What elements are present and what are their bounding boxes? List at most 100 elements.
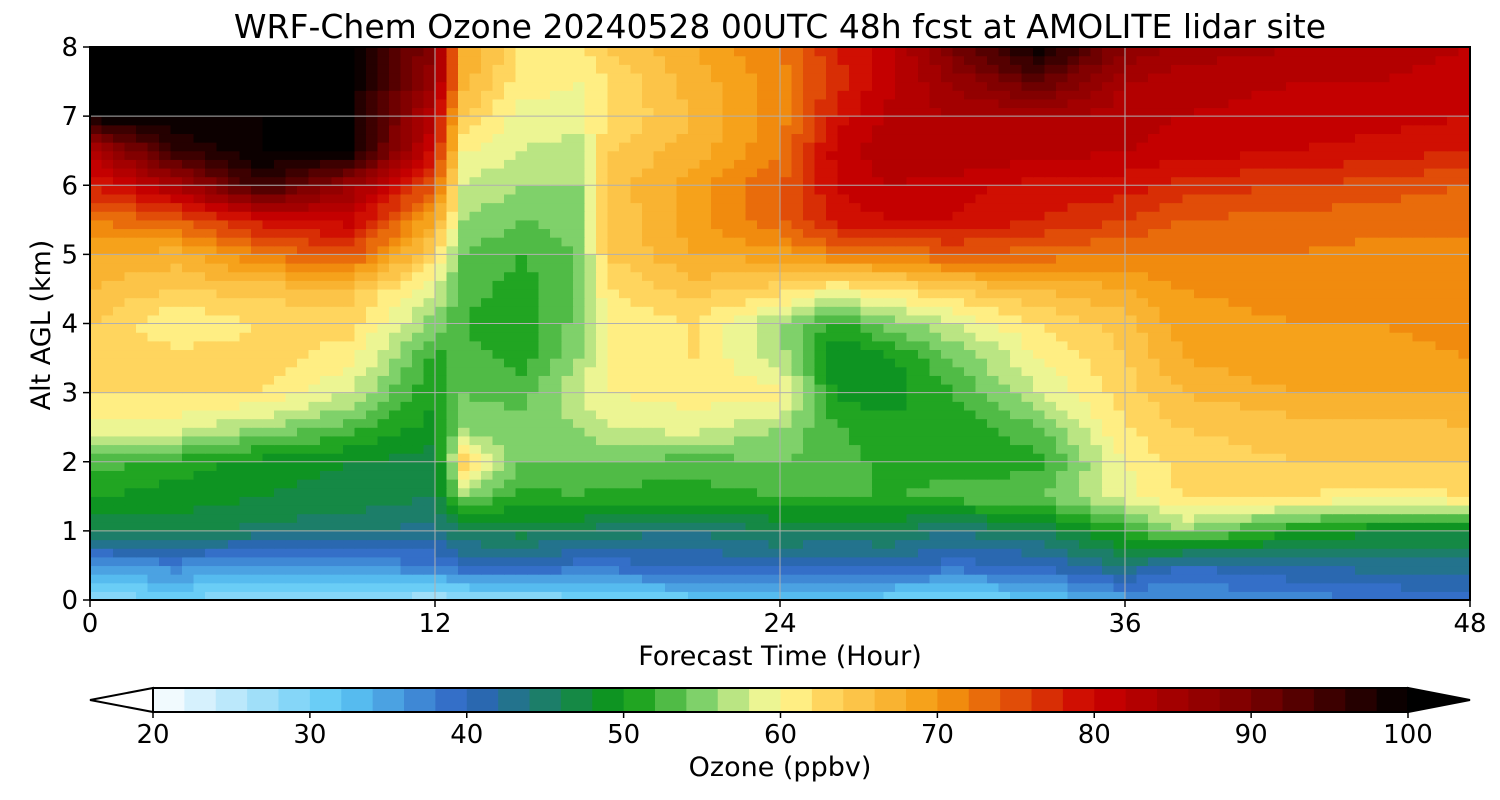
contour-cell bbox=[1458, 548, 1470, 558]
contour-cell bbox=[285, 288, 298, 299]
contour-cell bbox=[205, 418, 218, 428]
contour-cell bbox=[343, 418, 356, 428]
contour-cell bbox=[469, 574, 482, 584]
contour-cell bbox=[331, 366, 344, 376]
contour-cell bbox=[504, 392, 517, 402]
contour-cell bbox=[1205, 263, 1218, 273]
contour-cell bbox=[1424, 461, 1437, 471]
contour-cell bbox=[998, 565, 1011, 575]
contour-cell bbox=[573, 314, 586, 325]
contour-cell bbox=[550, 565, 563, 575]
contour-cell bbox=[1424, 375, 1437, 385]
contour-cell bbox=[354, 332, 367, 342]
contour-cell bbox=[412, 323, 425, 333]
contour-cell bbox=[688, 444, 701, 454]
contour-cell bbox=[596, 453, 609, 463]
contour-cell bbox=[343, 392, 356, 402]
contour-cell bbox=[1171, 487, 1184, 497]
contour-cell bbox=[630, 349, 643, 359]
contour-cell bbox=[711, 591, 724, 600]
contour-cell bbox=[124, 254, 137, 264]
contour-cell bbox=[1159, 582, 1172, 592]
contour-cell bbox=[435, 548, 448, 558]
contour-cell bbox=[964, 323, 977, 333]
contour-cell bbox=[688, 323, 701, 333]
contour-cell bbox=[964, 548, 977, 558]
contour-cell bbox=[170, 340, 183, 351]
contour-cell bbox=[458, 237, 471, 247]
contour-cell bbox=[1286, 487, 1299, 497]
contour-cell bbox=[538, 245, 551, 255]
contour-cell bbox=[1217, 427, 1230, 437]
contour-cell bbox=[1274, 479, 1287, 489]
contour-cell bbox=[975, 306, 988, 316]
contour-cell bbox=[170, 245, 183, 255]
contour-cell bbox=[90, 513, 103, 523]
contour-cell bbox=[998, 453, 1011, 463]
contour-cell bbox=[1355, 513, 1368, 523]
contour-cell bbox=[504, 401, 517, 411]
contour-cell bbox=[952, 418, 965, 428]
contour-cell bbox=[895, 340, 908, 351]
contour-cell bbox=[642, 358, 655, 368]
contour-cell bbox=[320, 418, 333, 428]
contour-cell bbox=[1148, 392, 1161, 402]
contour-cell bbox=[1240, 504, 1253, 515]
contour-cell bbox=[998, 245, 1011, 255]
contour-cell bbox=[630, 392, 643, 402]
contour-cell bbox=[343, 565, 356, 575]
contour-cell bbox=[619, 271, 632, 281]
contour-cell bbox=[251, 375, 264, 385]
contour-cell bbox=[676, 591, 689, 600]
contour-cell bbox=[170, 470, 183, 480]
contour-cell bbox=[423, 340, 436, 351]
contour-cell bbox=[1378, 409, 1391, 420]
contour-cell bbox=[389, 237, 402, 247]
contour-cell bbox=[170, 479, 183, 489]
contour-cell bbox=[952, 254, 965, 264]
contour-cell bbox=[193, 280, 206, 290]
contour-cell bbox=[170, 392, 183, 402]
contour-cell bbox=[1194, 470, 1207, 480]
contour-cell bbox=[481, 504, 494, 515]
contour-cell bbox=[1125, 392, 1138, 402]
contour-cell bbox=[538, 453, 551, 463]
contour-cell bbox=[1332, 314, 1345, 325]
contour-cell bbox=[251, 427, 264, 437]
contour-cell bbox=[550, 392, 563, 402]
contour-cell bbox=[918, 254, 931, 264]
contour-cell bbox=[481, 444, 494, 454]
contour-cell bbox=[343, 237, 356, 247]
contour-cell bbox=[711, 288, 724, 299]
contour-cell bbox=[596, 306, 609, 316]
contour-cell bbox=[630, 565, 643, 575]
contour-cell bbox=[1274, 254, 1287, 264]
contour-cell bbox=[768, 263, 781, 273]
contour-cell bbox=[826, 271, 839, 281]
contour-cell bbox=[883, 591, 896, 600]
contour-cell bbox=[366, 504, 379, 515]
contour-cell bbox=[297, 504, 310, 515]
contour-cell bbox=[1424, 435, 1437, 446]
contour-cell bbox=[1378, 461, 1391, 471]
contour-cell bbox=[1021, 314, 1034, 325]
contour-cell bbox=[1102, 358, 1115, 368]
contour-cell bbox=[458, 340, 471, 351]
contour-cell bbox=[550, 461, 563, 471]
contour-cell bbox=[699, 280, 712, 290]
contour-cell bbox=[320, 539, 333, 549]
contour-cell bbox=[262, 314, 275, 325]
contour-cell bbox=[1424, 582, 1437, 592]
contour-cell bbox=[216, 383, 229, 394]
contour-cell bbox=[906, 409, 919, 420]
contour-cell bbox=[1217, 409, 1230, 420]
contour-cell bbox=[952, 556, 965, 567]
contour-cell bbox=[1240, 574, 1253, 584]
contour-cell bbox=[1343, 392, 1356, 402]
contour-cell bbox=[423, 297, 436, 307]
contour-cell bbox=[469, 263, 482, 273]
contour-cell bbox=[90, 591, 103, 600]
contour-cell bbox=[688, 392, 701, 402]
contour-cell bbox=[1389, 591, 1402, 600]
contour-cell bbox=[320, 314, 333, 325]
